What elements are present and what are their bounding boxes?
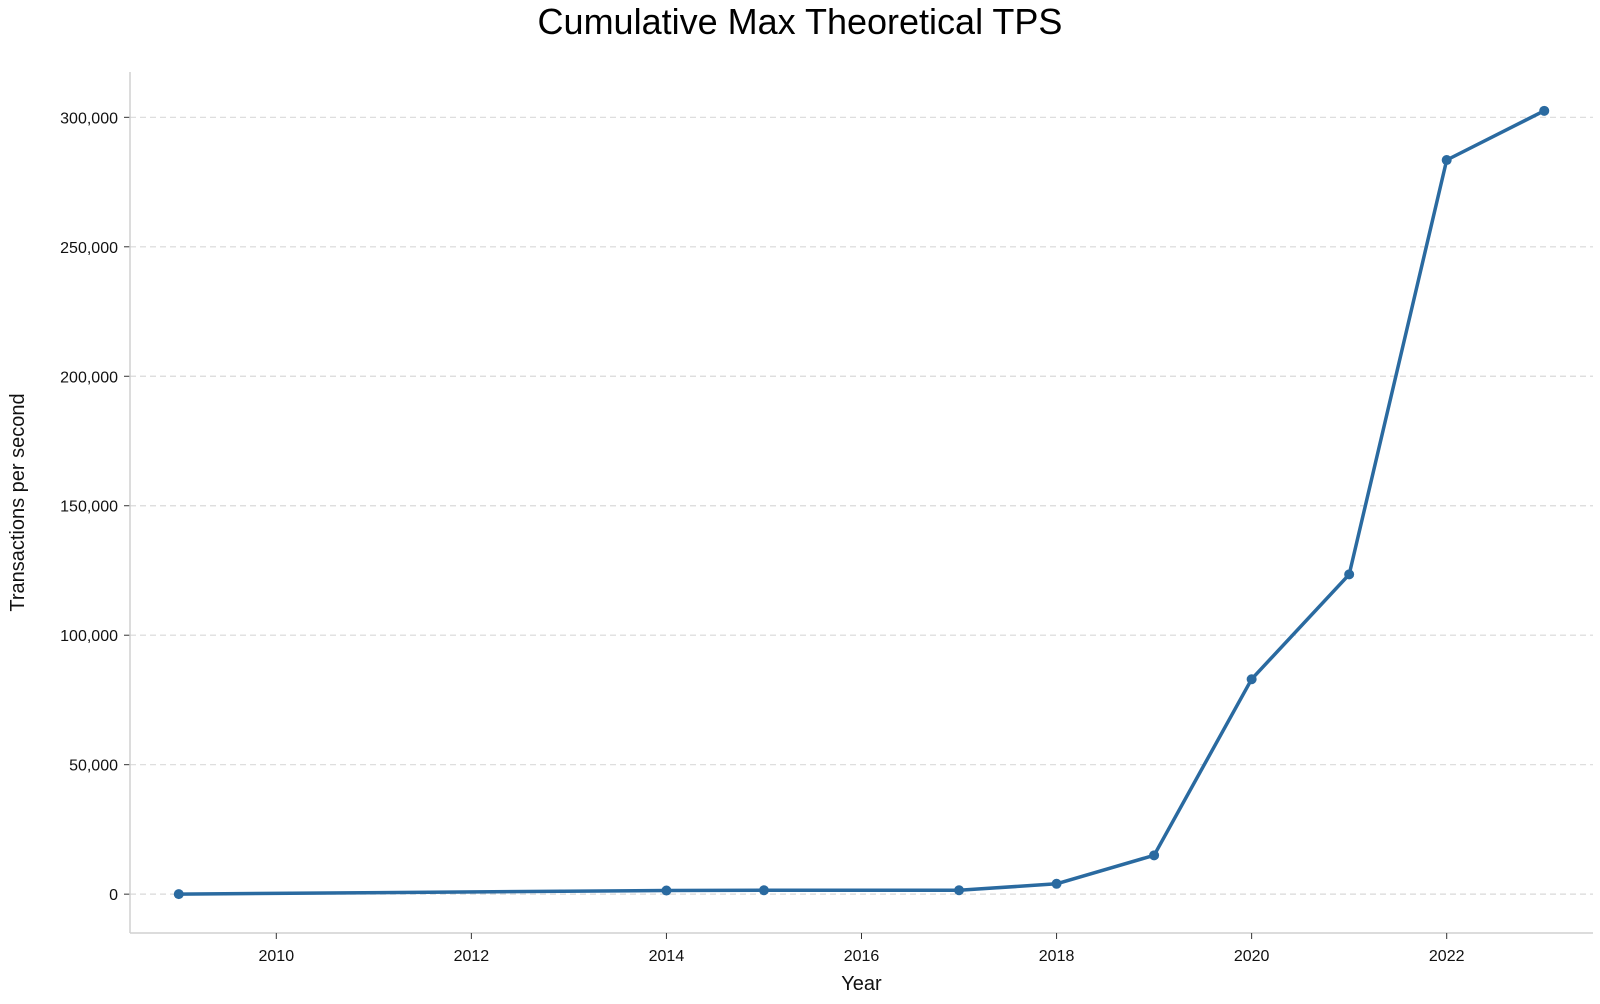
x-tick-labels: 2010 2012 2014 2016 2018 2020 2022 [259, 933, 1465, 965]
data-point [1051, 878, 1062, 889]
y-axis-title: Transactions per second [7, 393, 29, 611]
x-axis-title: Year [841, 973, 882, 995]
y-tick-labels: 0 50,000 100,000 150,000 200,000 250,000 300,0… [60, 110, 118, 904]
data-point [1344, 569, 1355, 580]
data-point [758, 885, 769, 896]
x-tick-label: 2022 [1429, 948, 1465, 965]
y-tick-label: 200,000 [60, 369, 118, 386]
y-tick-label: 100,000 [60, 628, 118, 645]
data-point [1149, 850, 1160, 861]
x-tick-label: 2016 [844, 948, 880, 965]
x-tick-label: 2014 [649, 948, 685, 965]
axes [129, 72, 1593, 934]
chart-title: Cumulative Max Theoretical TPS [537, 1, 1063, 42]
y-tick-label: 250,000 [60, 240, 118, 257]
y-tick-label: 150,000 [60, 499, 118, 516]
x-tick-label: 2018 [1039, 948, 1075, 965]
series-line-path [177, 109, 1546, 896]
data-point [661, 885, 672, 896]
data-point [1246, 674, 1257, 685]
data-points [173, 105, 1550, 900]
series-line [177, 109, 1546, 896]
y-tick-label: 300,000 [60, 110, 118, 127]
data-point [954, 885, 965, 896]
data-point [1441, 155, 1452, 166]
x-tick-label: 2012 [454, 948, 490, 965]
y-tick-label: 0 [109, 887, 118, 904]
x-tick-label: 2010 [259, 948, 295, 965]
x-tick-label: 2020 [1234, 948, 1270, 965]
data-point [173, 889, 184, 900]
y-tick-label: 50,000 [69, 758, 118, 775]
grid-lines [124, 116, 1593, 895]
data-point [1539, 105, 1550, 116]
